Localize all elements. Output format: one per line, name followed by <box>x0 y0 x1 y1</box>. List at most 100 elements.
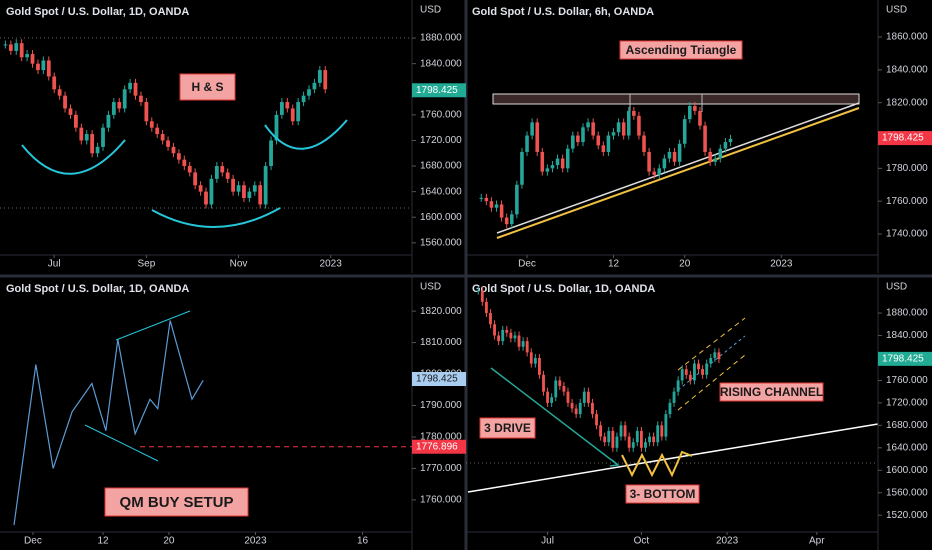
trend-line <box>84 424 159 462</box>
candle-body <box>84 134 89 141</box>
candle-body <box>63 95 67 109</box>
y-tick-label: 1520.000 <box>886 510 928 521</box>
candle-body <box>493 324 496 336</box>
chart-panel: Gold Spot / U.S. Dollar, 1D, OANDA USD 156… <box>0 0 466 273</box>
currency-label: USD <box>420 5 441 16</box>
candle-body <box>586 122 590 128</box>
currency-label: USD <box>886 282 907 293</box>
y-tick-label: 1640.000 <box>420 186 462 197</box>
candle-body <box>648 436 651 443</box>
trend-line <box>467 423 879 493</box>
candle-body <box>279 102 284 115</box>
y-tick-label: 1880.000 <box>886 308 928 319</box>
candle-body <box>555 158 560 166</box>
channel-line <box>677 354 746 411</box>
y-tick-label: 1820.000 <box>420 306 462 317</box>
candle-body <box>616 122 621 133</box>
candle-body <box>540 151 545 172</box>
candle-body <box>52 76 57 90</box>
candle-body <box>106 114 111 128</box>
candle-body <box>591 402 594 415</box>
candle-body <box>703 125 707 152</box>
candle-body <box>513 335 517 339</box>
x-tick-label: 2023 <box>716 536 739 547</box>
candle-body <box>566 391 570 403</box>
price-label-bg <box>878 131 932 146</box>
candle-body <box>193 172 198 186</box>
candle-body <box>591 122 595 136</box>
candle-body <box>111 102 116 115</box>
candle-body <box>574 408 578 415</box>
candle-body <box>501 329 505 342</box>
candle-body <box>504 217 509 225</box>
candle-body <box>554 380 558 398</box>
annotation-box <box>104 487 249 517</box>
price-label: 1798.425 <box>416 85 458 96</box>
y-tick-label: 1760.000 <box>420 495 462 506</box>
candle-body <box>664 414 668 437</box>
candle-body <box>688 374 692 381</box>
currency-label: USD <box>886 5 907 16</box>
price-label-bg <box>412 372 466 387</box>
candle-body <box>515 184 519 215</box>
candle-body <box>176 153 181 160</box>
x-tick-label: Jul <box>541 536 554 547</box>
candle-body <box>530 122 534 136</box>
shoulder-arc <box>21 139 126 175</box>
candle-body <box>79 127 84 141</box>
candle-body <box>95 146 100 154</box>
candle-body <box>578 402 582 415</box>
y-tick-label: 1780.000 <box>420 432 462 443</box>
head-arc <box>151 207 281 228</box>
x-tick-label: Dec <box>518 259 536 270</box>
candle-body <box>688 105 692 120</box>
candle-body <box>122 89 127 109</box>
candle-body <box>611 430 615 448</box>
candle-body <box>290 108 295 122</box>
candle-body <box>476 290 480 292</box>
candle-body <box>46 60 51 77</box>
y-tick-label: 1780.000 <box>886 163 928 174</box>
candle-body <box>480 290 484 302</box>
y-tick-label: 1680.000 <box>420 161 462 172</box>
candle-body <box>668 402 672 415</box>
candle-body <box>520 151 524 185</box>
y-tick-label: 1880.000 <box>420 33 462 44</box>
candle-body <box>619 425 623 437</box>
candle-body <box>570 402 574 409</box>
candle-body <box>479 197 484 199</box>
candle-body <box>571 135 575 149</box>
candle-body <box>317 70 322 83</box>
candle-body <box>307 89 311 96</box>
candle-body <box>565 148 570 169</box>
support-line <box>496 107 860 239</box>
annotation-box <box>619 40 743 60</box>
candle-body <box>139 95 143 103</box>
y-tick-label: 1680.000 <box>886 420 928 431</box>
candle-body <box>601 145 606 152</box>
chart-title: Gold Spot / U.S. Dollar, 1D, OANDA <box>472 283 655 295</box>
candle-body <box>204 191 208 205</box>
candle-body <box>644 442 647 448</box>
candle-body <box>606 135 611 152</box>
candle-body <box>723 142 728 149</box>
drive-arrow <box>490 367 619 466</box>
annotation: QM BUY SETUP <box>120 494 234 511</box>
y-tick-label: 1600.000 <box>420 212 462 223</box>
candle-body <box>8 44 13 51</box>
candle-body <box>623 425 627 437</box>
candle-body <box>247 191 252 199</box>
candle-body <box>576 135 580 143</box>
annotation-box <box>179 73 236 101</box>
arrow-head <box>609 459 620 467</box>
candle-body <box>101 127 105 147</box>
candle-body <box>728 138 733 143</box>
candle-body <box>713 158 718 162</box>
x-tick-label: Nov <box>230 259 248 270</box>
candle-body <box>615 436 619 448</box>
candle-body <box>323 70 328 90</box>
candle-body <box>545 168 550 172</box>
y-tick-label: 1560.000 <box>886 487 928 498</box>
